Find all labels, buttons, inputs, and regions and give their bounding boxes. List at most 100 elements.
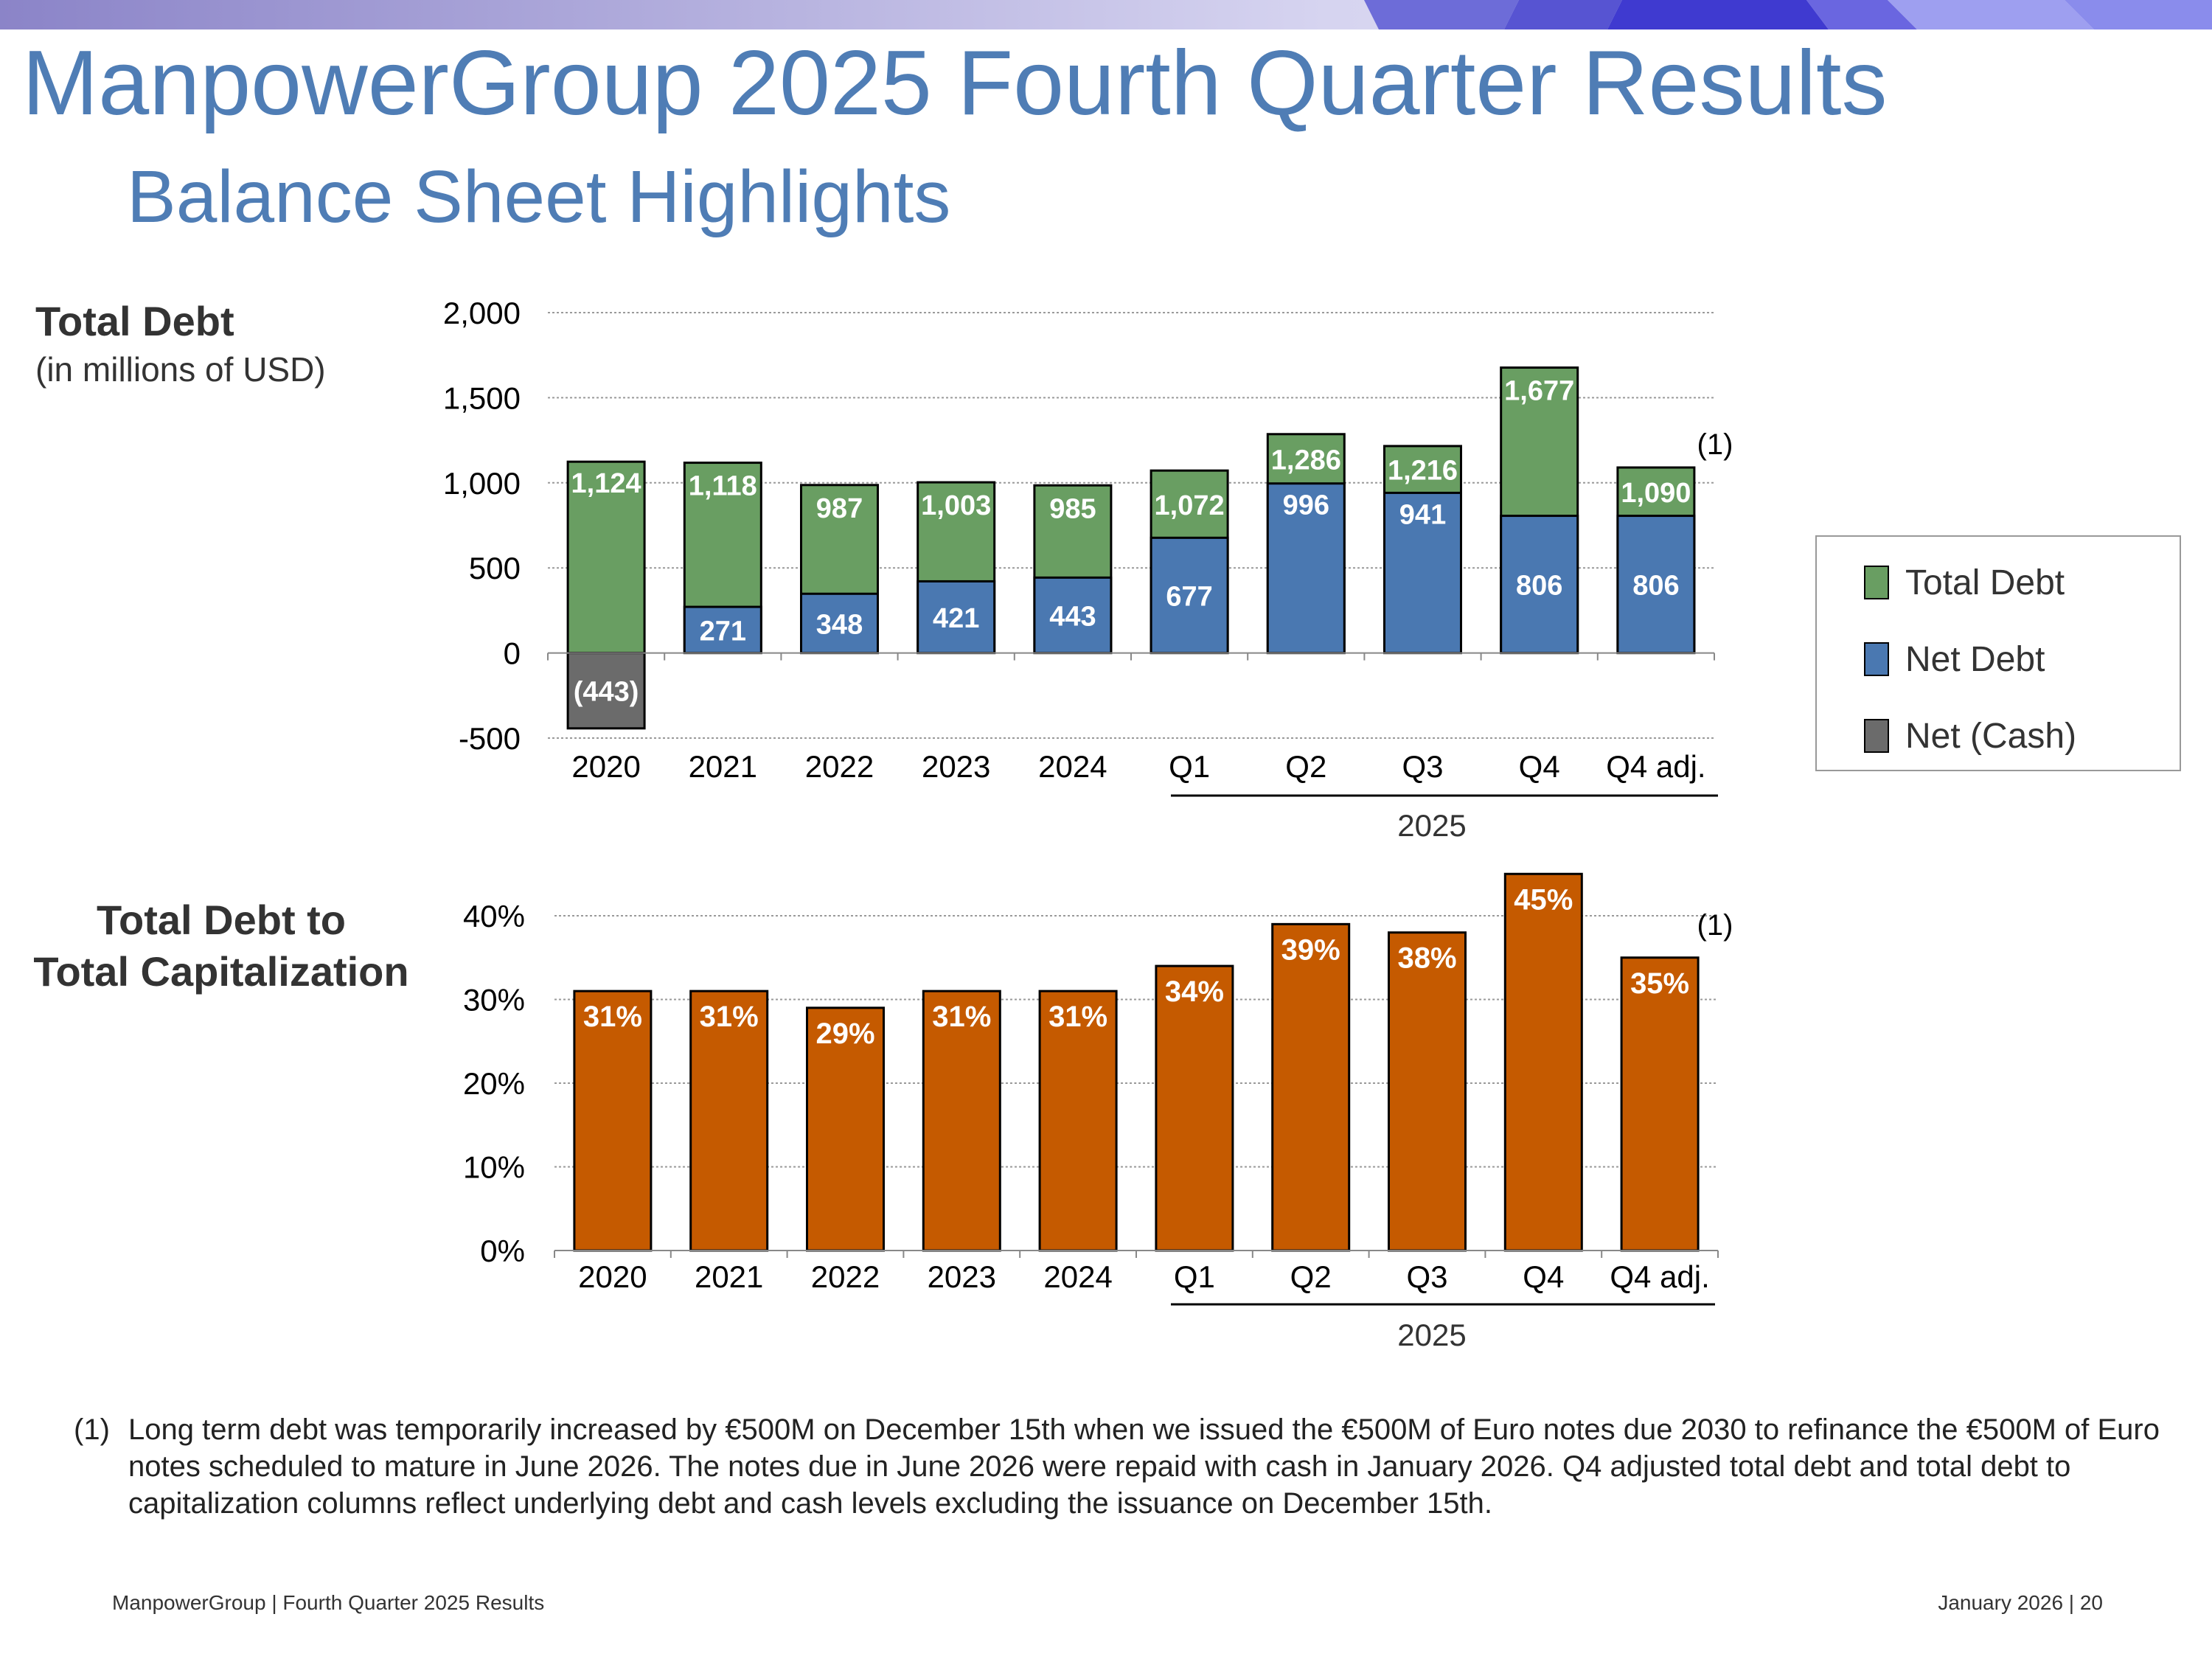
label-net-debt-2023: 421 (933, 603, 979, 634)
chart2-data-labels: 31% 31% 29% 31% 31% 34% 39% 38% 45% 35% (583, 883, 1689, 1050)
label-capitalization-2023: 31% (932, 1001, 991, 1033)
legend-label-net-cash: Net (Cash) (1905, 716, 2077, 756)
bar-net-debt-q4-adj (1616, 515, 1696, 655)
chart1-ytick-500: -500 (459, 721, 521, 756)
chart1-ytick-0: 0 (504, 636, 521, 671)
label-total-debt-2024: 985 (1049, 493, 1096, 524)
chart2-bars (573, 872, 1700, 1252)
footnote-text: Long term debt was temporarily increased… (128, 1413, 2160, 1520)
top-banner (0, 0, 2212, 29)
chart1-xtick-2022: 2022 (805, 749, 874, 784)
chart2-xtick-2021: 2021 (695, 1259, 763, 1294)
label-capitalization-q2: 39% (1281, 933, 1340, 966)
chart1-xtick-2021: 2021 (689, 749, 757, 784)
chart2-y-axis: 40% 30% 20% 10% 0% (463, 899, 525, 1268)
bar-net-debt-q3 (1383, 491, 1462, 655)
chart1-ytick-1-500: 1,500 (443, 380, 521, 415)
bar-net-debt-2022 (800, 592, 879, 655)
chart1-xtick-q4-adj: Q4 adj. (1606, 749, 1705, 784)
total-debt-chart: 2,000 1,500 1,000 500 0 -500 (443) 1,124 271 1,1… (443, 296, 1733, 843)
chart1-xtick-q1: Q1 (1169, 749, 1210, 784)
chart2-group-label: 2025 (1397, 1318, 1466, 1352)
chart2-ytick-20: 20% (463, 1066, 525, 1101)
chart1-x-axis: 2020 2021 2022 2023 2024 Q1 Q2 Q3 Q4 Q4 adj. (547, 652, 1715, 784)
debt-to-capitalization-chart: 40% 30% 20% 10% 0% 31% 31% 29% 31% 31% 34% 39% 38% 4… (463, 872, 1733, 1352)
chart2-ytick-40: 40% (463, 899, 525, 933)
chart1-xtick-2020: 2020 (571, 749, 640, 784)
bar-net-debt-q4 (1500, 515, 1579, 655)
label-net-debt-2024: 443 (1049, 601, 1096, 632)
label-net-cash-2020: (443) (574, 677, 639, 708)
legend-item-net-debt: Net Debt (1864, 639, 2045, 679)
label-capitalization-q3: 38% (1397, 942, 1456, 975)
label-net-debt-q2: 996 (1283, 490, 1329, 521)
label-capitalization-q4-adj: 35% (1630, 967, 1689, 1000)
label-total-debt-2022: 987 (816, 493, 863, 524)
bar-capitalization-2022 (806, 1006, 885, 1252)
chart2-xtick-q1: Q1 (1174, 1259, 1215, 1294)
chart2-ytick-30: 30% (463, 983, 525, 1018)
bar-total-debt-2020 (566, 460, 646, 655)
label-total-debt-q3: 1,216 (1388, 456, 1458, 487)
bar-capitalization-2024 (1038, 990, 1118, 1252)
chart1-xtick-2024: 2024 (1038, 749, 1107, 784)
chart2-ytick-10: 10% (463, 1150, 525, 1185)
chart2-title-line-1: Total Debt to (96, 897, 347, 943)
label-net-debt-q3: 941 (1399, 499, 1446, 530)
bar-capitalization-q3 (1388, 931, 1467, 1252)
legend-label-net-debt: Net Debt (1905, 639, 2045, 679)
chart2-xtick-q4-adj: Q4 adj. (1610, 1259, 1709, 1294)
bar-net-debt-2024 (1033, 576, 1113, 655)
label-capitalization-2022: 29% (815, 1018, 874, 1050)
chart1-footnote-marker: (1) (1697, 428, 1733, 461)
footer-left: ManpowerGroup | Fourth Quarter 2025 Resu… (112, 1591, 545, 1614)
chart2-x-axis: 2020 2021 2022 2023 2024 Q1 Q2 Q3 Q4 Q4 adj. (554, 1250, 1719, 1294)
legend-label-total-debt: Total Debt (1905, 563, 2065, 602)
bar-capitalization-2021 (689, 990, 769, 1252)
bar-capitalization-2020 (573, 990, 653, 1252)
label-total-debt-q1: 1,072 (1155, 490, 1225, 521)
bar-net-debt-q1 (1150, 536, 1229, 655)
chart1-legend: Total Debt Net Debt Net (Cash) (1815, 535, 2181, 771)
chart1-data-labels: (443) 1,124 271 1,118 348 987 421 1,003 443 985 67… (571, 376, 1691, 708)
chart2-ytick-0: 0% (480, 1234, 525, 1268)
chart1-ytick-1-000: 1,000 (443, 466, 521, 501)
chart2-xtick-2020: 2020 (578, 1259, 647, 1294)
chart2-xtick-q2: Q2 (1290, 1259, 1332, 1294)
label-capitalization-q4: 45% (1514, 883, 1573, 916)
chart1-ytick-500: 500 (469, 551, 521, 585)
chart1-xtick-2023: 2023 (922, 749, 990, 784)
label-net-debt-2022: 348 (816, 609, 863, 640)
chart2-xtick-q4: Q4 (1523, 1259, 1564, 1294)
page-subtitle: Balance Sheet Highlights (127, 156, 951, 238)
label-capitalization-2021: 31% (700, 1001, 759, 1033)
bar-capitalization-q4 (1503, 872, 1583, 1252)
legend-item-net-cash: Net (Cash) (1864, 716, 2077, 756)
bar-capitalization-q4-adj (1620, 956, 1700, 1252)
chart1-xtick-q3: Q3 (1402, 749, 1443, 784)
chart1-group-label: 2025 (1397, 808, 1466, 843)
chart1-unit-label: (in millions of USD) (35, 350, 326, 389)
label-total-debt-2023: 1,003 (921, 490, 991, 521)
legend-swatch-net-debt (1864, 642, 1889, 676)
footnote: (1) Long term debt was temporarily incre… (74, 1411, 2168, 1522)
chart2-title: Total Debt to Total Capitalization (0, 894, 442, 998)
chart1-ytick-2-000: 2,000 (443, 296, 521, 330)
bar-capitalization-q1 (1155, 964, 1234, 1252)
label-total-debt-q4-adj: 1,090 (1621, 478, 1691, 509)
legend-swatch-total-debt (1864, 566, 1889, 599)
legend-swatch-net-cash (1864, 719, 1889, 753)
chart1-xtick-q2: Q2 (1285, 749, 1326, 784)
label-capitalization-2024: 31% (1048, 1001, 1107, 1033)
chart2-xtick-q3: Q3 (1406, 1259, 1447, 1294)
chart2-xtick-2023: 2023 (928, 1259, 996, 1294)
footer-right: January 2026 | 20 (1938, 1591, 2103, 1614)
label-total-debt-q2: 1,286 (1271, 445, 1341, 476)
label-capitalization-q1: 34% (1165, 975, 1224, 1008)
chart2-title-line-2: Total Capitalization (33, 948, 409, 995)
label-net-debt-q4: 806 (1516, 571, 1562, 602)
page-title: ManpowerGroup 2025 Fourth Quarter Result… (22, 32, 1888, 134)
bar-capitalization-2023 (922, 990, 1001, 1252)
chart1-xtick-q4: Q4 (1519, 749, 1560, 784)
bar-net-cash-2020 (566, 652, 646, 730)
